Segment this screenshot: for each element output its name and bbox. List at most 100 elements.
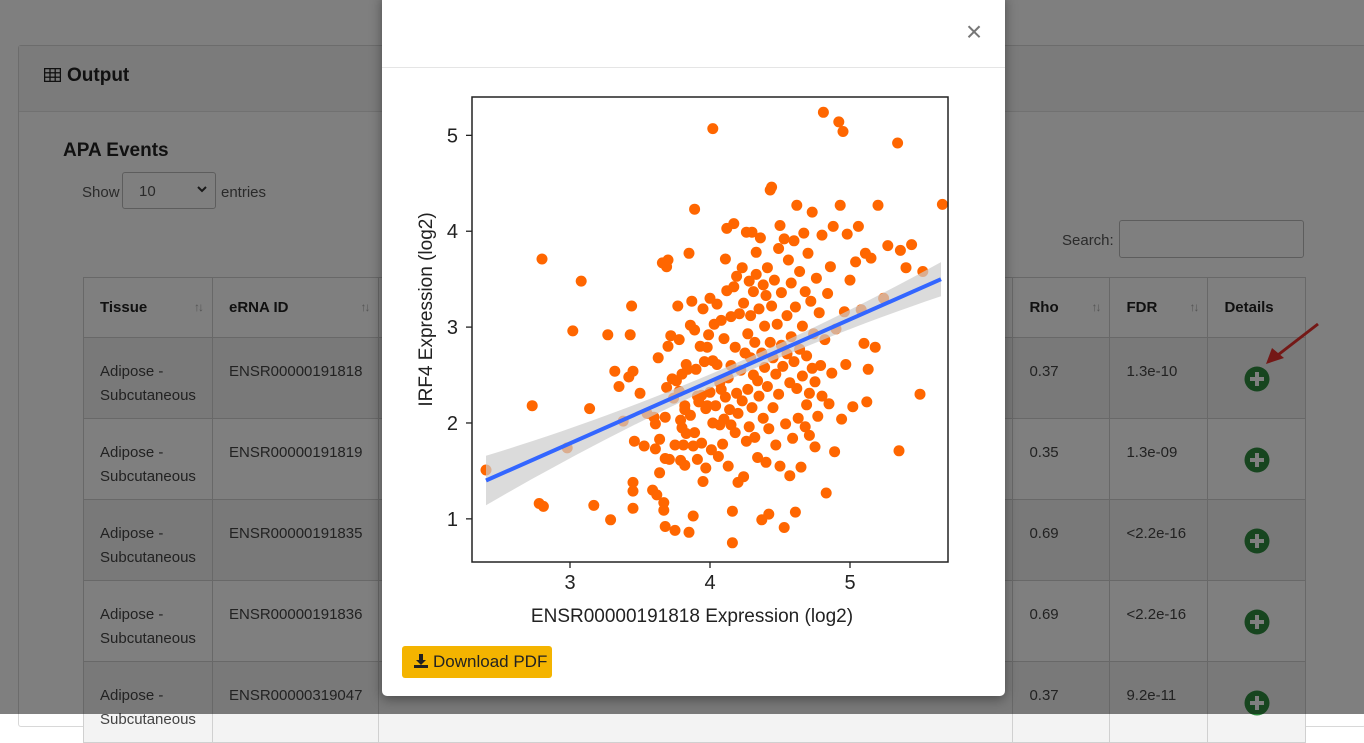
data-point [837, 126, 849, 137]
data-point [689, 427, 701, 439]
data-point [816, 229, 828, 241]
data-point [788, 356, 800, 368]
data-point [651, 489, 663, 501]
data-point [672, 300, 684, 312]
data-point [732, 407, 744, 419]
confidence-band [486, 262, 941, 506]
y-tick-label: 5 [447, 125, 458, 147]
data-point [787, 432, 799, 444]
data-point [715, 314, 727, 326]
data-point [575, 275, 587, 287]
data-point [627, 485, 639, 497]
data-point [584, 403, 596, 415]
data-point [691, 453, 703, 465]
close-button[interactable]: × [965, 16, 983, 47]
data-point [865, 252, 877, 264]
data-point [813, 307, 825, 319]
data-point [836, 413, 848, 425]
data-point [752, 375, 764, 387]
data-point [743, 275, 755, 287]
data-point [742, 328, 754, 340]
data-point [833, 116, 845, 128]
data-point [687, 510, 699, 522]
data-point [803, 387, 815, 399]
data-point [711, 298, 723, 310]
data-point [791, 383, 803, 394]
data-point [711, 359, 723, 370]
data-point [627, 502, 639, 514]
data-point [852, 220, 864, 232]
data-point [774, 220, 786, 231]
data-point [626, 300, 638, 312]
data-point [810, 272, 822, 284]
data-point [795, 461, 807, 473]
data-point [914, 388, 926, 400]
data-point [844, 274, 856, 286]
data-point [815, 360, 827, 371]
data-point [869, 341, 881, 353]
x-tick-label: 4 [704, 572, 715, 594]
data-point [729, 427, 741, 439]
data-point [862, 363, 874, 375]
data-point [609, 365, 621, 377]
data-point [791, 199, 803, 211]
data-point [796, 370, 808, 382]
download-pdf-label: Download PDF [433, 652, 548, 671]
data-point [760, 290, 772, 301]
data-point [763, 508, 775, 520]
data-point [683, 526, 695, 538]
data-point [806, 362, 818, 374]
data-point [679, 459, 691, 471]
data-point [750, 246, 762, 258]
data-point [781, 310, 793, 322]
data-point [736, 262, 748, 274]
data-point [770, 439, 782, 451]
data-point [659, 411, 671, 423]
data-point [728, 281, 740, 293]
data-point [767, 402, 779, 414]
data-point [701, 400, 713, 412]
data-point [707, 123, 719, 135]
data-point [778, 522, 790, 533]
data-point [588, 499, 600, 511]
data-point [649, 443, 661, 455]
data-point [690, 363, 702, 375]
download-pdf-button[interactable]: Download PDF [402, 646, 552, 678]
data-point [740, 435, 752, 447]
data-point [788, 235, 800, 247]
data-point [773, 243, 785, 254]
data-point [764, 336, 776, 348]
data-point [736, 395, 748, 407]
y-tick-label: 3 [447, 317, 458, 339]
x-tick-label: 3 [564, 572, 575, 594]
x-tick-label: 5 [844, 572, 855, 594]
data-point [816, 390, 828, 402]
data-point [718, 333, 730, 345]
data-point [822, 288, 834, 299]
data-point [746, 226, 758, 238]
data-point [773, 388, 785, 400]
data-point [768, 274, 780, 286]
data-point [605, 514, 617, 526]
data-point [749, 336, 761, 348]
scatter-plot: 3 4 5 1 2 3 4 5 ENSR00000191818 Expression (log2… [416, 96, 949, 627]
data-point [792, 412, 804, 424]
data-point [760, 456, 772, 468]
data-point [661, 382, 673, 393]
data-point [766, 181, 778, 193]
y-tick-label: 2 [447, 413, 458, 435]
x-axis-label: ENSR00000191818 Expression (log2) [531, 606, 853, 627]
data-point [689, 324, 701, 336]
data-point [652, 352, 664, 364]
data-point [789, 506, 801, 518]
modal-header: × [382, 0, 1005, 68]
data-point [785, 277, 797, 289]
data-point [796, 320, 808, 332]
data-point [731, 387, 743, 399]
data-point [794, 266, 806, 277]
data-point [770, 368, 782, 380]
data-point [689, 203, 701, 215]
data-point [683, 247, 695, 259]
data-point [834, 199, 846, 211]
data-point [654, 467, 666, 479]
